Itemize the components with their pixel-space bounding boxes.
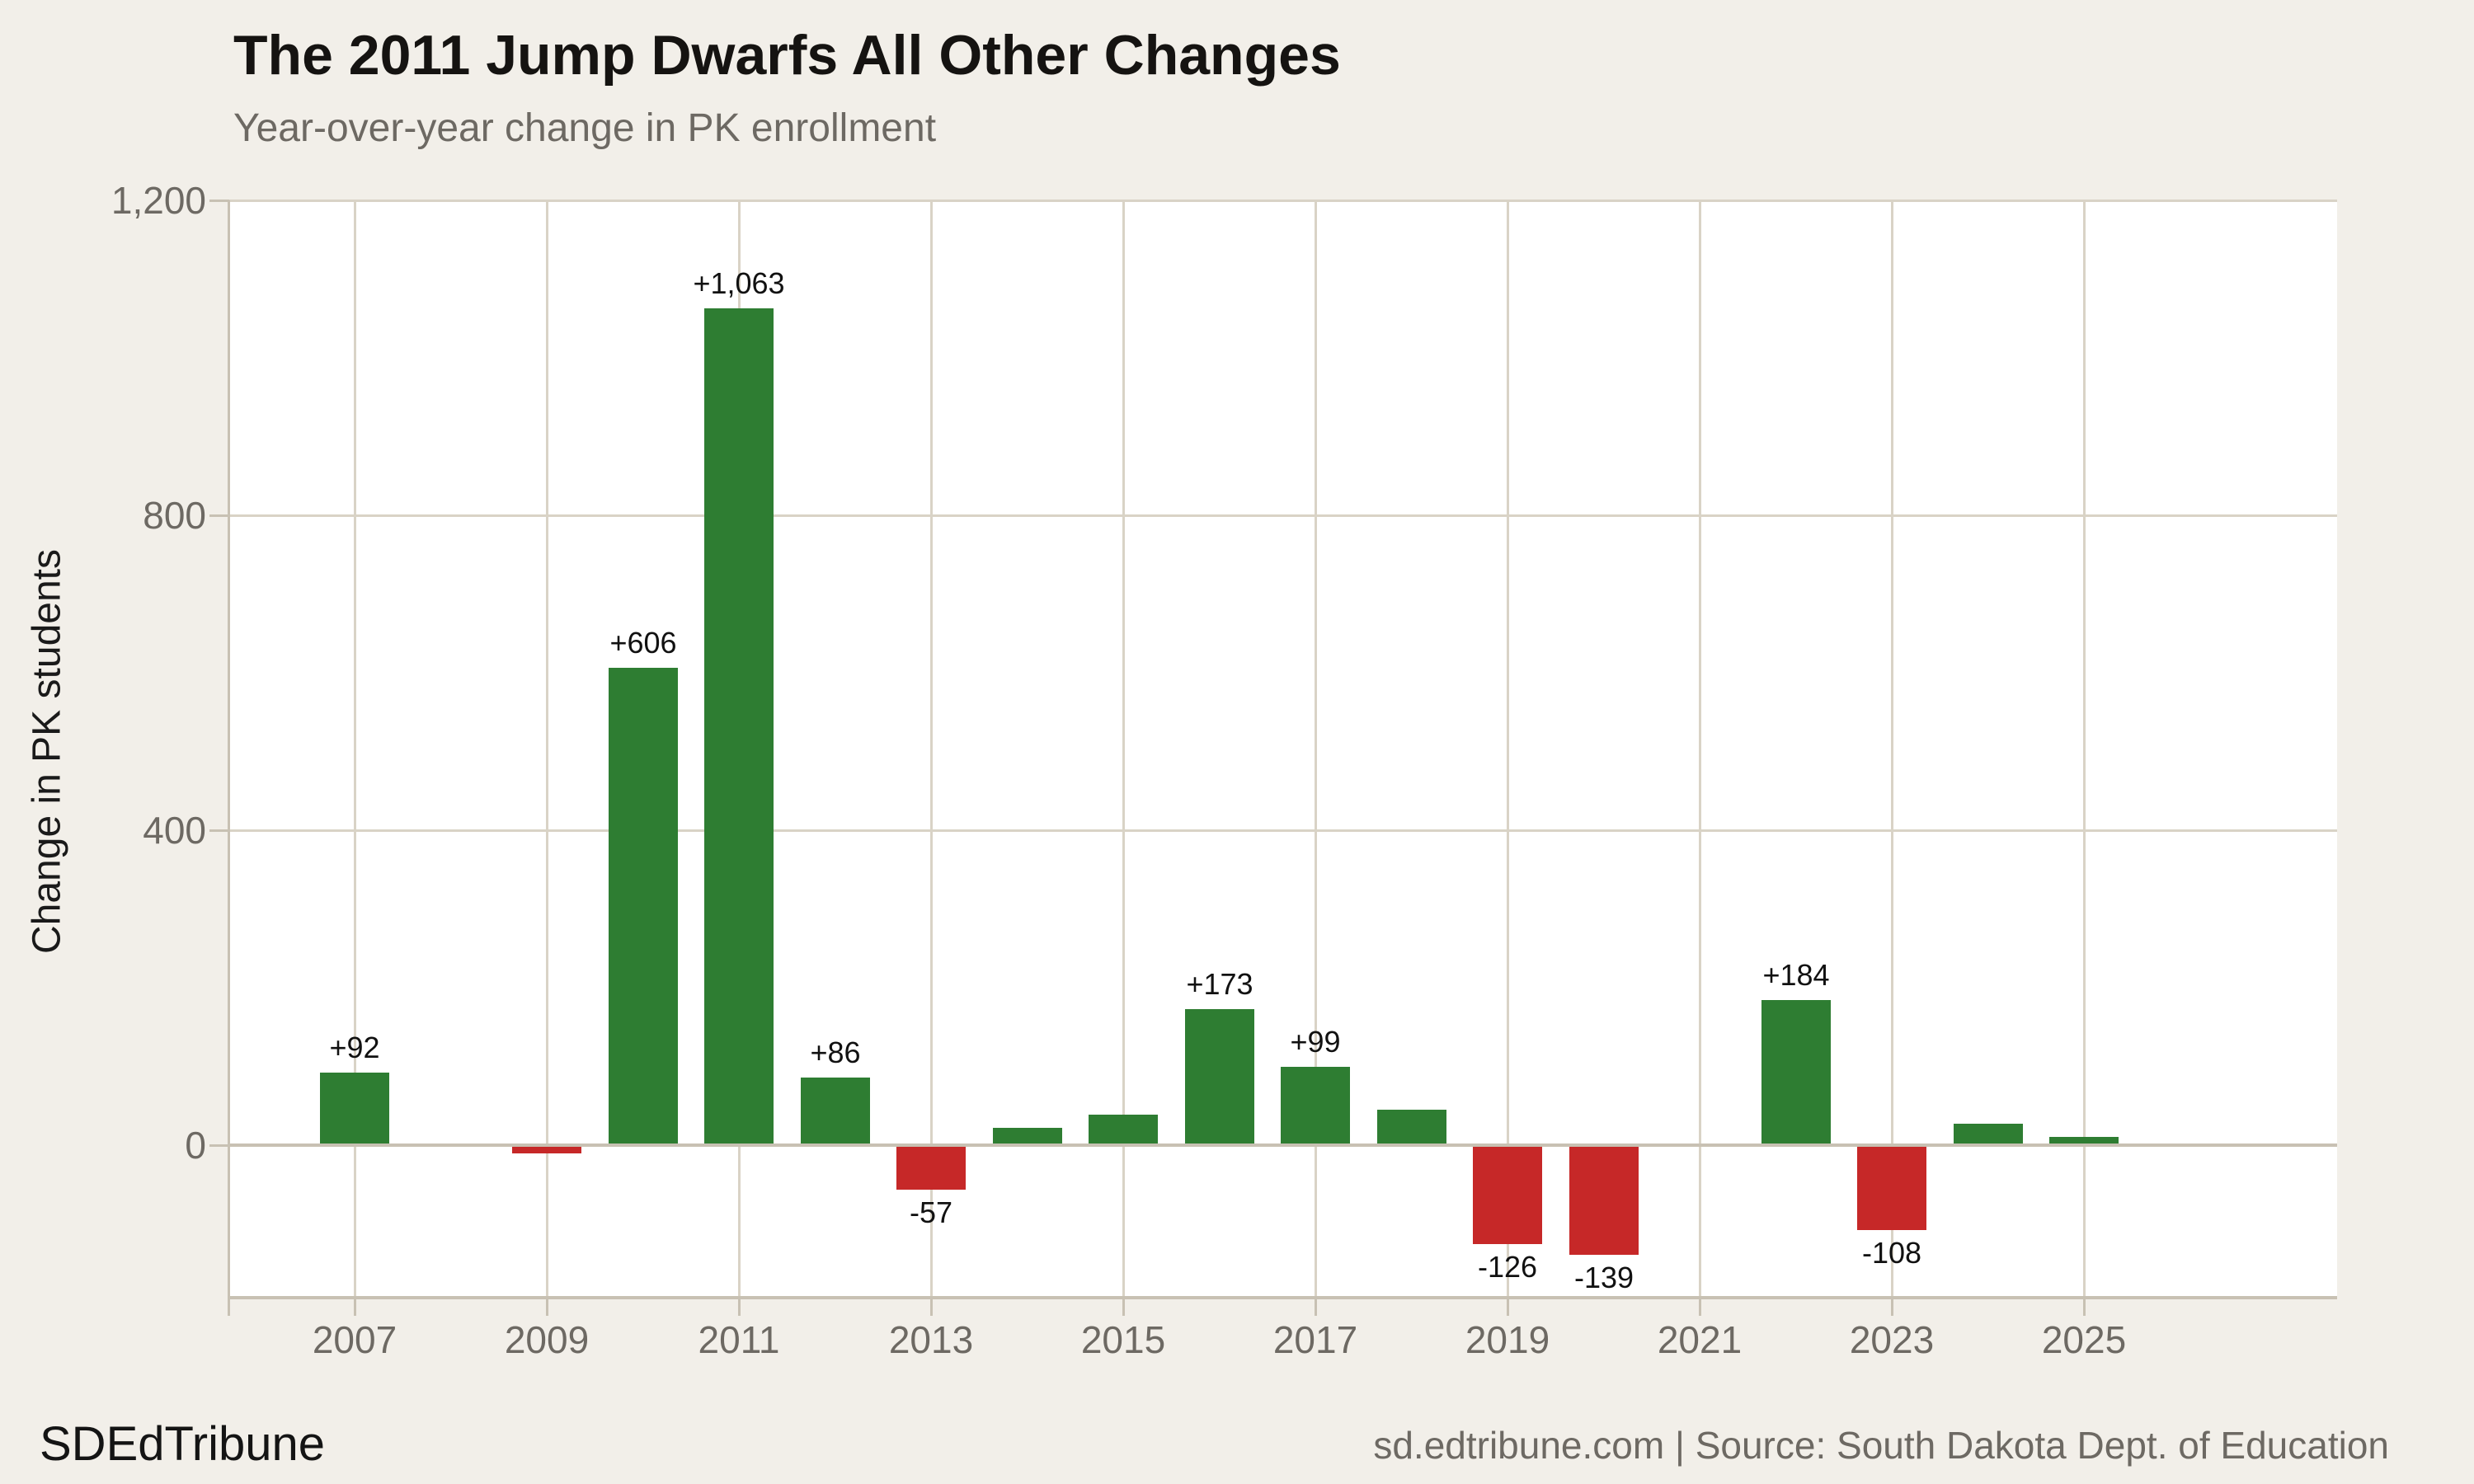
vertical-gridline [1891,200,1893,1298]
bar-value-label: -57 [909,1195,953,1229]
bar-value-label: -126 [1477,1250,1538,1284]
vertical-gridline [1315,200,1317,1298]
bar-2017 [1281,1067,1350,1144]
bar-2018 [1377,1110,1446,1144]
bar-2023 [1857,1147,1926,1230]
x-tick-label: 2007 [312,1318,397,1361]
horizontal-gridline [229,1144,2337,1147]
y-tick-label: 800 [143,494,206,537]
x-axis-tick [738,1298,741,1316]
x-axis-line [229,1296,2337,1299]
x-axis-tick [1315,1298,1317,1316]
x-tick-label: 2025 [2041,1318,2127,1361]
vertical-gridline [1507,200,1509,1298]
y-axis-title: Change in PK students [25,549,69,954]
footer-source: sd.edtribune.com | Source: South Dakota … [1373,1424,2389,1467]
bar-value-label: -139 [1573,1261,1634,1294]
chart-subtitle: Year-over-year change in PK enrollment [233,106,937,150]
x-tick-label: 2011 [698,1318,780,1361]
bar-2014 [993,1128,1062,1144]
bar-2016 [1185,1009,1254,1144]
bar-2019 [1473,1147,1542,1244]
chart-title: The 2011 Jump Dwarfs All Other Changes [233,24,1341,87]
bar-value-label: -108 [1861,1236,1922,1270]
x-axis-tick [2083,1298,2086,1316]
bar-2011 [704,308,774,1144]
x-tick-label: 2013 [888,1318,974,1361]
x-tick-label: 2021 [1657,1318,1743,1361]
horizontal-gridline [229,514,2337,517]
bar-2020 [1569,1147,1639,1255]
vertical-gridline [1122,200,1125,1298]
x-axis-tick [354,1298,356,1316]
vertical-gridline [2083,200,2086,1298]
y-axis-tick [209,200,229,202]
bar-value-label: +1,063 [693,266,785,300]
y-tick-label: 1,200 [111,179,206,222]
bar-2015 [1089,1115,1158,1144]
bar-value-label: +173 [1186,967,1253,1001]
footer-brand: SDEdTribune [40,1417,326,1471]
horizontal-gridline [229,200,2337,202]
vertical-gridline [1699,200,1701,1298]
x-tick-label: 2023 [1849,1318,1935,1361]
y-axis-tick [209,514,229,517]
vertical-gridline [930,200,933,1298]
y-tick-label: 400 [143,809,206,852]
y-axis-tick [209,1144,229,1147]
y-tick-label: 0 [185,1124,206,1167]
x-axis-tick [930,1298,933,1316]
x-axis-tick [1122,1298,1125,1316]
bar-2009 [512,1147,581,1153]
y-axis-tick [209,829,229,832]
x-axis-tick [546,1298,548,1316]
bar-2025 [2049,1137,2119,1144]
x-axis-tick [1891,1298,1893,1316]
x-axis-tick [1699,1298,1701,1316]
bar-2022 [1761,1000,1831,1144]
bar-2007 [320,1073,389,1144]
bar-2012 [801,1078,870,1144]
bar-value-label: +606 [609,626,677,660]
x-tick-label: 2019 [1465,1318,1550,1361]
bar-value-label: +92 [329,1031,380,1064]
bar-value-label: +86 [810,1036,861,1069]
bar-2024 [1954,1124,2023,1144]
x-tick-label: 2009 [504,1318,590,1361]
vertical-gridline [354,200,356,1298]
y-axis-line [228,200,230,1316]
bar-value-label: +99 [1290,1025,1341,1059]
vertical-gridline [546,200,548,1298]
x-tick-label: 2017 [1272,1318,1358,1361]
bar-2013 [896,1147,966,1190]
x-axis-tick [1507,1298,1509,1316]
horizontal-gridline [229,829,2337,832]
x-tick-label: 2015 [1080,1318,1166,1361]
bar-2010 [609,668,678,1144]
bar-value-label: +184 [1762,958,1830,992]
